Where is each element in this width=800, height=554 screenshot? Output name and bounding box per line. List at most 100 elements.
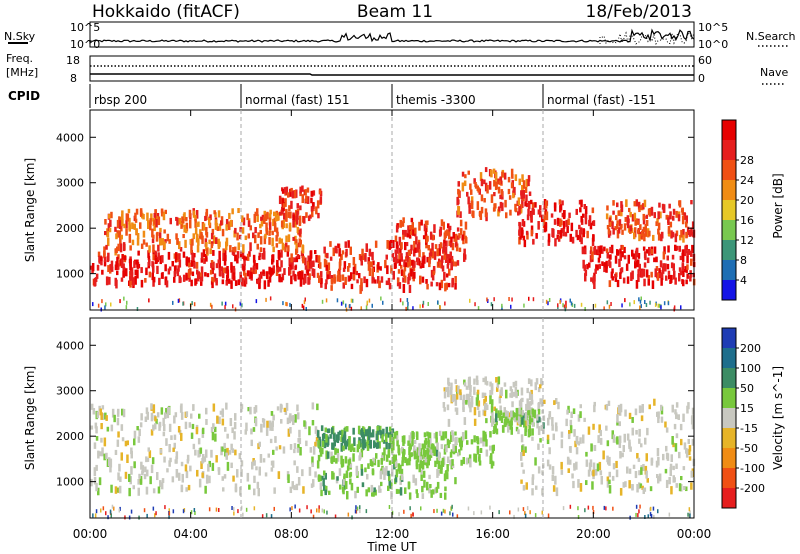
heatmap-cell (246, 213, 249, 221)
heatmap-cell (616, 436, 619, 445)
heatmap-cell (402, 284, 406, 293)
heatmap-cell (242, 217, 246, 226)
heatmap-cell (650, 271, 653, 278)
heatmap-cell (451, 242, 455, 251)
heatmap-cell (648, 230, 651, 237)
heatmap-cell (342, 267, 346, 272)
heatmap-cell (418, 443, 421, 452)
heatmap-cell (426, 220, 429, 226)
heatmap-cell (249, 242, 252, 252)
heatmap-cell (222, 248, 225, 253)
heatmap-cell (176, 268, 180, 277)
heatmap-cell (372, 260, 375, 266)
heatmap-cell (105, 244, 108, 250)
heatmap-cell (547, 233, 551, 243)
heatmap-cell (548, 414, 551, 420)
heatmap-cell (251, 269, 254, 274)
heatmap-cell (139, 222, 142, 229)
heatmap-cell (159, 256, 162, 265)
heatmap-cell (250, 439, 253, 447)
heatmap-cell (231, 427, 234, 434)
heatmap-cell (559, 204, 563, 211)
heatmap-cell (645, 220, 649, 226)
heatmap-cell (173, 271, 177, 278)
heatmap-cell (121, 259, 124, 268)
x-tick-label: 20:00 (576, 527, 611, 541)
heatmap-cell (116, 246, 119, 251)
heatmap-cell (440, 435, 443, 441)
heatmap-cell (356, 279, 359, 284)
heatmap-cell (394, 252, 398, 259)
heatmap-cell (344, 426, 347, 432)
heatmap-cell (103, 453, 106, 461)
heatmap-cell (440, 279, 444, 289)
heatmap-cell (180, 221, 184, 228)
heatmap-cell (690, 470, 693, 478)
heatmap-cell (258, 252, 262, 257)
heatmap-cell (221, 408, 224, 418)
heatmap-cell (143, 508, 146, 513)
heatmap-cell (680, 305, 682, 310)
heatmap-cell (280, 197, 283, 203)
heatmap-cell (402, 301, 404, 306)
heatmap-cell (312, 514, 315, 519)
heatmap-cell (293, 485, 296, 491)
heatmap-cell (148, 298, 150, 303)
heatmap-cell (384, 468, 388, 476)
heatmap-cell (646, 427, 649, 436)
heatmap-cell (299, 191, 302, 197)
heatmap-cell (668, 274, 671, 280)
heatmap-cell (685, 279, 688, 285)
heatmap-cell (443, 252, 447, 260)
heatmap-cell (228, 221, 231, 231)
heatmap-cell (418, 249, 421, 258)
cpid-label: CPID (8, 89, 40, 103)
heatmap-cell (271, 423, 274, 431)
heatmap-cell (639, 204, 643, 210)
heatmap-cell (440, 511, 443, 516)
heatmap-cell (605, 248, 609, 254)
heatmap-cell (480, 437, 483, 444)
heatmap-cell (509, 386, 513, 391)
heatmap-cell (428, 257, 431, 263)
heatmap-cell (680, 438, 683, 446)
heatmap-cell (445, 470, 448, 478)
heatmap-cell (117, 472, 120, 481)
heatmap-cell (214, 433, 217, 442)
heatmap-cell (642, 268, 646, 277)
heatmap-cell (447, 418, 451, 427)
heatmap-cell (529, 418, 532, 425)
heatmap-cell (391, 428, 395, 433)
heatmap-cell (271, 254, 275, 263)
heatmap-cell (215, 507, 218, 512)
heatmap-cell (304, 275, 307, 284)
heatmap-cell (239, 486, 242, 496)
heatmap-cell (633, 300, 635, 305)
heatmap-cell (368, 261, 371, 270)
heatmap-cell (654, 268, 657, 278)
heatmap-cell (229, 245, 232, 253)
heatmap-cell (295, 256, 299, 263)
heatmap-cell (426, 481, 429, 491)
heatmap-cell (310, 197, 313, 204)
heatmap-cell (360, 260, 363, 266)
heatmap-cell (292, 419, 295, 426)
heatmap-cell (524, 511, 526, 516)
heatmap-cell (324, 427, 327, 433)
heatmap-cell (451, 394, 454, 403)
heatmap-cell (169, 457, 172, 463)
heatmap-cell (394, 459, 398, 467)
heatmap-cell (344, 241, 347, 248)
heatmap-cell (614, 255, 618, 264)
heatmap-cell (261, 214, 265, 224)
heatmap-cell (210, 426, 214, 433)
heatmap-cell (216, 415, 219, 424)
heatmap-cell (209, 269, 213, 275)
heatmap-cell (585, 459, 589, 467)
heatmap-cell (524, 513, 527, 518)
heatmap-cell (436, 469, 439, 478)
heatmap-cell (204, 485, 207, 494)
heatmap-cell (669, 221, 673, 228)
heatmap-cell (656, 272, 660, 281)
freq-left-tick-bottom: 8 (70, 72, 77, 85)
